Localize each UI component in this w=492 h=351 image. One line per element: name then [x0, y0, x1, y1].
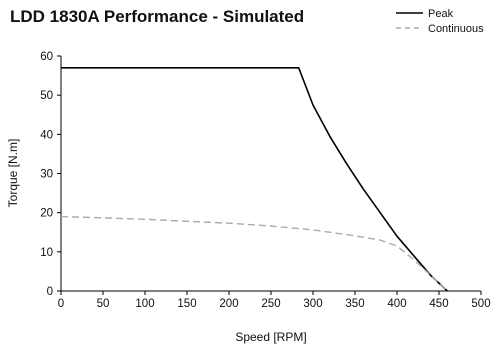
y-tick-label: 10	[40, 247, 53, 259]
x-tick-label: 250	[261, 298, 280, 310]
series-line-continuous	[60, 215, 448, 292]
x-tick-label: 300	[303, 298, 322, 310]
y-axis-label: Torque [N.m]	[6, 139, 20, 208]
series-lines	[60, 67, 448, 292]
legend: Peak Continuous	[396, 8, 484, 35]
x-tick-label: 450	[429, 298, 448, 310]
y-tick-label: 20	[40, 208, 53, 220]
legend-continuous-label: Continuous	[428, 23, 484, 35]
y-tick-label: 50	[40, 90, 53, 102]
chart-title: LDD 1830A Performance - Simulated	[10, 7, 304, 26]
y-tick-label: 40	[40, 129, 53, 141]
legend-peak-label: Peak	[428, 8, 454, 20]
series-line-peak	[61, 67, 448, 292]
x-tick-label: 500	[471, 298, 490, 310]
x-tick-label: 400	[387, 298, 406, 310]
x-axis-ticks: 0 50 100 150 200 250 300 350 400 450 500	[58, 291, 491, 310]
y-tick-label: 60	[40, 51, 53, 63]
x-tick-label: 0	[58, 298, 64, 310]
x-tick-label: 200	[219, 298, 238, 310]
x-tick-label: 350	[345, 298, 364, 310]
y-axis-ticks: 0 10 20 30 40 50 60	[40, 51, 61, 298]
x-tick-label: 100	[135, 298, 154, 310]
x-tick-label: 150	[177, 298, 196, 310]
y-tick-label: 30	[40, 169, 53, 181]
x-axis-label: Speed [RPM]	[235, 330, 306, 344]
y-tick-label: 0	[47, 286, 53, 298]
x-tick-label: 50	[97, 298, 110, 310]
